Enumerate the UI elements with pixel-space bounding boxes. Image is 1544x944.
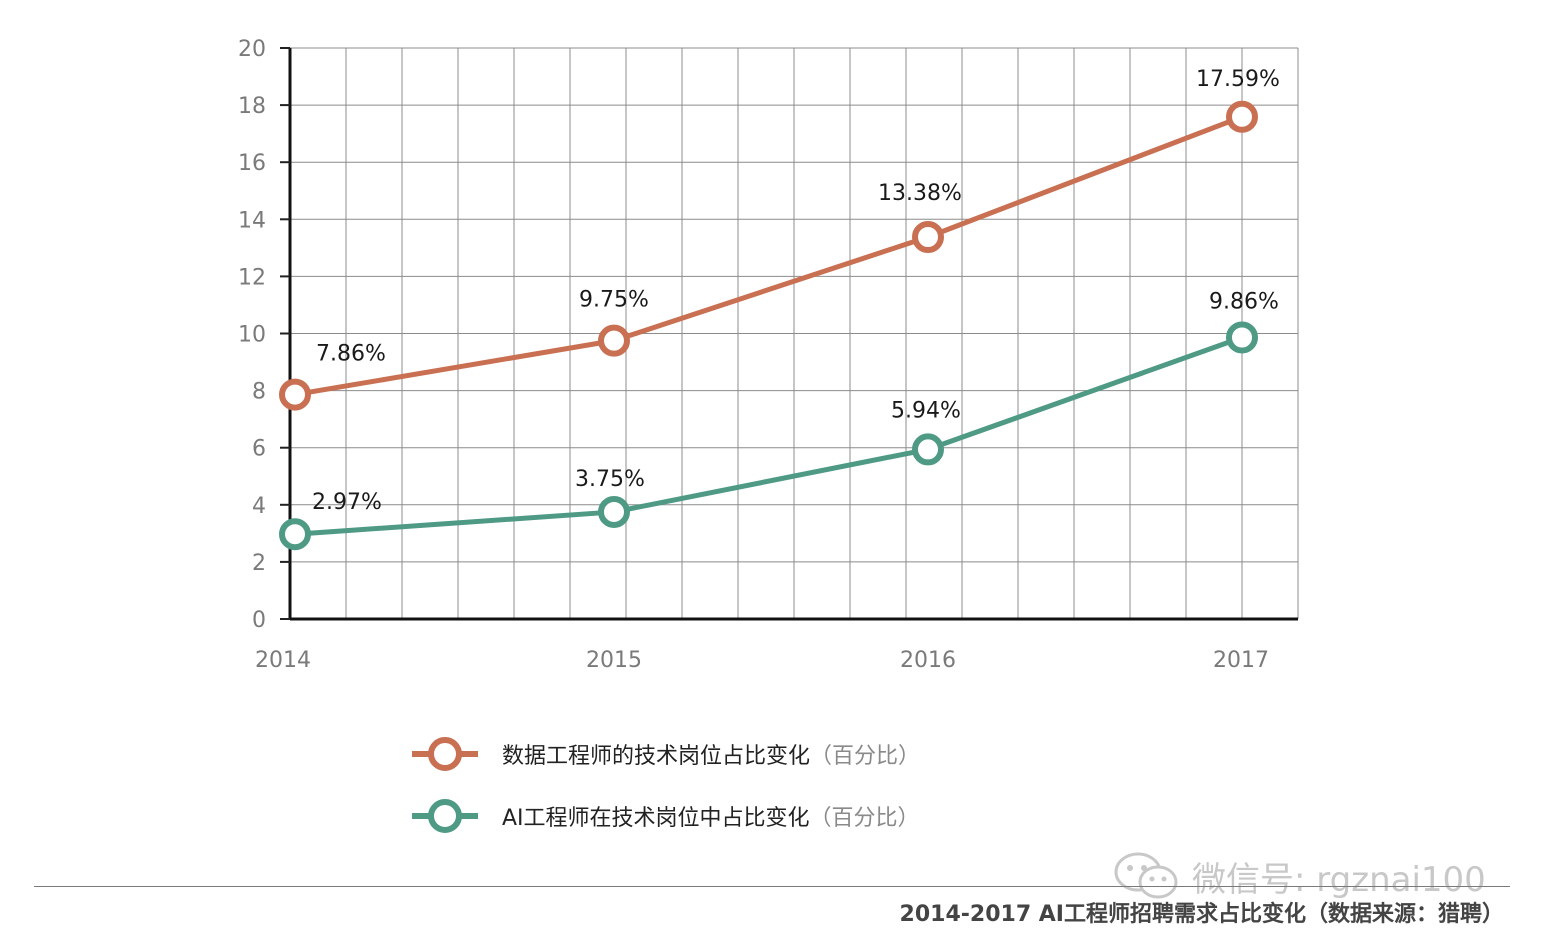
- wechat-icon: [1114, 852, 1178, 899]
- x-tick-label: 2016: [900, 648, 956, 673]
- data-label: 9.75%: [579, 288, 649, 313]
- data-label: 2.97%: [312, 490, 382, 515]
- series-ai-engineer: 2.97% 3.75% 5.94% 9.86%: [279, 289, 1279, 551]
- figure-caption: 2014-2017 AI工程师招聘需求占比变化（数据来源：猎聘）: [899, 902, 1504, 927]
- data-point: [598, 495, 630, 528]
- watermark-text: 微信号: rgznai100: [1192, 859, 1486, 900]
- legend-label-ai-engineer: AI工程师在技术岗位中占比变化: [502, 806, 810, 831]
- data-label: 13.38%: [878, 181, 962, 206]
- legend-item-ai-engineer: AI工程师在技术岗位中占比变化（百分比）: [410, 796, 920, 836]
- y-tick-label: 4: [252, 494, 266, 519]
- y-tick-label: 20: [238, 37, 266, 62]
- y-tick-label: 16: [238, 151, 266, 176]
- series-group: 7.86% 9.75% 13.38% 17.59% 2.97% 3.75% 5.94% 9.8…: [279, 67, 1280, 551]
- x-tick-label: 2015: [586, 648, 642, 673]
- x-axis-ticks: 2014 2015 2016 2017: [255, 648, 1269, 673]
- y-tick-label: 0: [252, 608, 266, 633]
- data-label: 5.94%: [891, 398, 961, 423]
- y-tick-label: 10: [238, 323, 266, 348]
- data-point: [279, 378, 311, 411]
- x-tick-label: 2014: [255, 648, 311, 673]
- data-point: [598, 324, 630, 357]
- series-data-engineer: 7.86% 9.75% 13.38% 17.59%: [279, 67, 1280, 411]
- data-point: [912, 433, 944, 466]
- x-tick-label: 2017: [1213, 648, 1269, 673]
- legend-swatch-data-engineer: [412, 737, 478, 771]
- data-label: 17.59%: [1196, 67, 1280, 92]
- legend-item-data-engineer: 数据工程师的技术岗位占比变化（百分比）: [410, 734, 920, 774]
- data-label: 3.75%: [575, 467, 645, 492]
- legend-unit-ai-engineer: （百分比）: [809, 806, 920, 831]
- series-line: [294, 335, 1243, 537]
- legend-label-data-engineer: 数据工程师的技术岗位占比变化: [502, 744, 811, 769]
- y-tick-label: 18: [238, 94, 266, 119]
- divider-line: [34, 886, 1510, 887]
- data-point: [912, 221, 944, 254]
- y-tick-label: 6: [252, 437, 266, 462]
- y-tick-label: 12: [238, 265, 266, 290]
- data-point: [279, 518, 311, 551]
- line-chart: 0 2 4 6 8 10 12 14 16 18 20 2014 2015 2016 2017 7.86%…: [238, 37, 1299, 673]
- data-point: [1226, 100, 1258, 133]
- y-tick-label: 8: [252, 380, 266, 405]
- y-tick-label: 14: [238, 208, 266, 233]
- legend-unit-data-engineer: （百分比）: [810, 744, 921, 769]
- data-label: 7.86%: [316, 342, 386, 367]
- y-tick-label: 2: [252, 551, 266, 576]
- y-axis-ticks: 0 2 4 6 8 10 12 14 16 18 20: [238, 37, 290, 633]
- data-label: 9.86%: [1209, 289, 1279, 314]
- data-point: [1226, 321, 1258, 354]
- series-line: [294, 114, 1243, 398]
- watermark: 微信号: rgznai100: [1112, 850, 1486, 902]
- grid: [290, 47, 1299, 619]
- legend-swatch-ai-engineer: [412, 799, 478, 833]
